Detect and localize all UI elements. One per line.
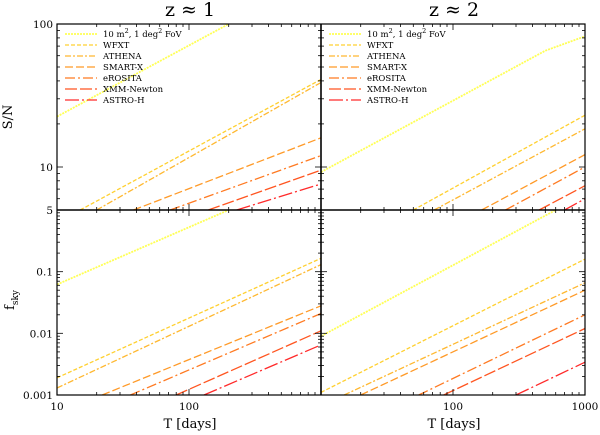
y-axis-label-fsky: fsky [3,289,21,310]
series-line-z1-fsky-5 [175,330,321,395]
legend-label-z2-0: 10 m2, 1 deg2 FoV [367,27,447,40]
series-line-z1-fsky-3 [101,305,321,395]
series-line-z1-snr-0 [57,24,230,118]
y-tick-label-top-1: 10 [40,162,53,174]
y-axis-label-fsky-sub: sky [11,289,21,305]
y-tick-label-bottom-1: 0.01 [30,328,53,340]
series-line-z2-snr-5 [538,185,585,210]
y-axis-label-snr: S/N [1,105,16,130]
series-line-z2-fsky-3 [360,289,585,395]
legend-label-part-z2-3: 2 [422,27,426,35]
legend-label-part-z2-0: 10 m [367,30,389,40]
series-line-z2-fsky-2 [343,282,585,395]
series-line-z2-snr-2 [433,128,585,210]
legend-label-z1-5: XMM-Newton [103,85,164,95]
series-line-z1-snr-2 [96,81,321,210]
panel-z2-snr [321,35,585,210]
panel-z1-snr [57,24,321,210]
series-line-z2-snr-1 [412,114,585,210]
panel-title-z1: z ≈ 1 [165,0,215,21]
series-line-z1-fsky-1 [57,257,321,379]
series-line-z2-snr-3 [481,154,585,210]
series-line-z1-snr-1 [79,78,321,210]
series-line-z1-fsky-0 [57,210,230,286]
x-tick-label-left-1: 100 [179,401,199,413]
x-axis-label-right: T [days] [427,417,480,432]
y-tick-label-top-0: 5 [46,205,53,217]
legend-z2: 10 m2, 1 deg2 FoVWFXTATHENASMART-XeROSIT… [329,27,447,106]
panel-z1-fsky [57,210,321,395]
legend-label-z1-1: WFXT [103,41,130,51]
y-axis-label-fsky-main: f [3,304,18,310]
series-line-z2-snr-6 [564,198,585,210]
legend-label-z2-2: ATHENA [366,52,406,62]
series-line-z1-snr-6 [236,183,321,210]
legend-label-part-z1-4: FoV [162,30,182,40]
series-line-z1-fsky-2 [57,264,321,389]
series-line-z1-snr-4 [169,154,321,210]
legend-label-z2-6: ASTRO-H [366,96,409,106]
legend-label-z1-4: eROSITA [103,74,143,84]
x-tick-label-right-2: 1000 [572,401,599,413]
series-line-z1-fsky-4 [130,312,321,395]
legend-label-part-z2-4: FoV [426,30,446,40]
legend-label-part-z1-2: , 1 deg [129,30,159,40]
legend-label-part-z1-3: 2 [158,27,162,35]
legend-label-z2-3: SMART-X [367,63,408,73]
series-line-z2-snr-0 [321,35,585,173]
y-tick-label-bottom-2: 0.1 [36,267,53,279]
legend-label-z2-5: XMM-Newton [367,85,428,95]
y-tick-label-top-2: 100 [33,19,53,31]
x-tick-label-right-1: 100 [443,401,463,413]
series-line-z1-snr-5 [208,169,321,210]
series-line-z2-fsky-5 [443,327,585,395]
frame-layer [56,23,586,396]
legend-label-part-z1-0: 10 m [103,30,125,40]
legend-z1: 10 m2, 1 deg2 FoVWFXTATHENASMART-XeROSIT… [65,27,183,106]
panel-z2-fsky [321,210,585,395]
series-layer [57,24,585,395]
series-line-z1-fsky-6 [203,344,321,395]
series-line-z2-fsky-4 [418,314,585,395]
series-line-z1-snr-3 [133,137,321,210]
legend-label-z1-6: ASTRO-H [102,96,145,106]
series-line-z2-fsky-6 [515,361,585,395]
legend-label-z1-2: ATHENA [102,52,142,62]
y-tick-label-bottom-0: 0.001 [23,390,53,402]
legend-label-z2-4: eROSITA [367,74,407,84]
series-line-z2-snr-4 [505,166,585,210]
x-tick-label-left-0: 10 [50,401,63,413]
legend-label-part-z2-1: 2 [389,27,393,35]
legend-label-z2-1: WFXT [367,41,394,51]
legend-label-z1-3: SMART-X [103,63,144,73]
legend-label-part-z2-2: , 1 deg [393,30,423,40]
panel-title-z2: z ≈ 2 [429,0,479,21]
legend-label-part-z1-1: 2 [125,27,129,35]
x-axis-label-left: T [days] [163,417,216,432]
series-line-z2-fsky-1 [321,258,585,393]
legend-label-z1-0: 10 m2, 1 deg2 FoV [103,27,183,40]
series-line-z2-fsky-0 [321,210,557,337]
